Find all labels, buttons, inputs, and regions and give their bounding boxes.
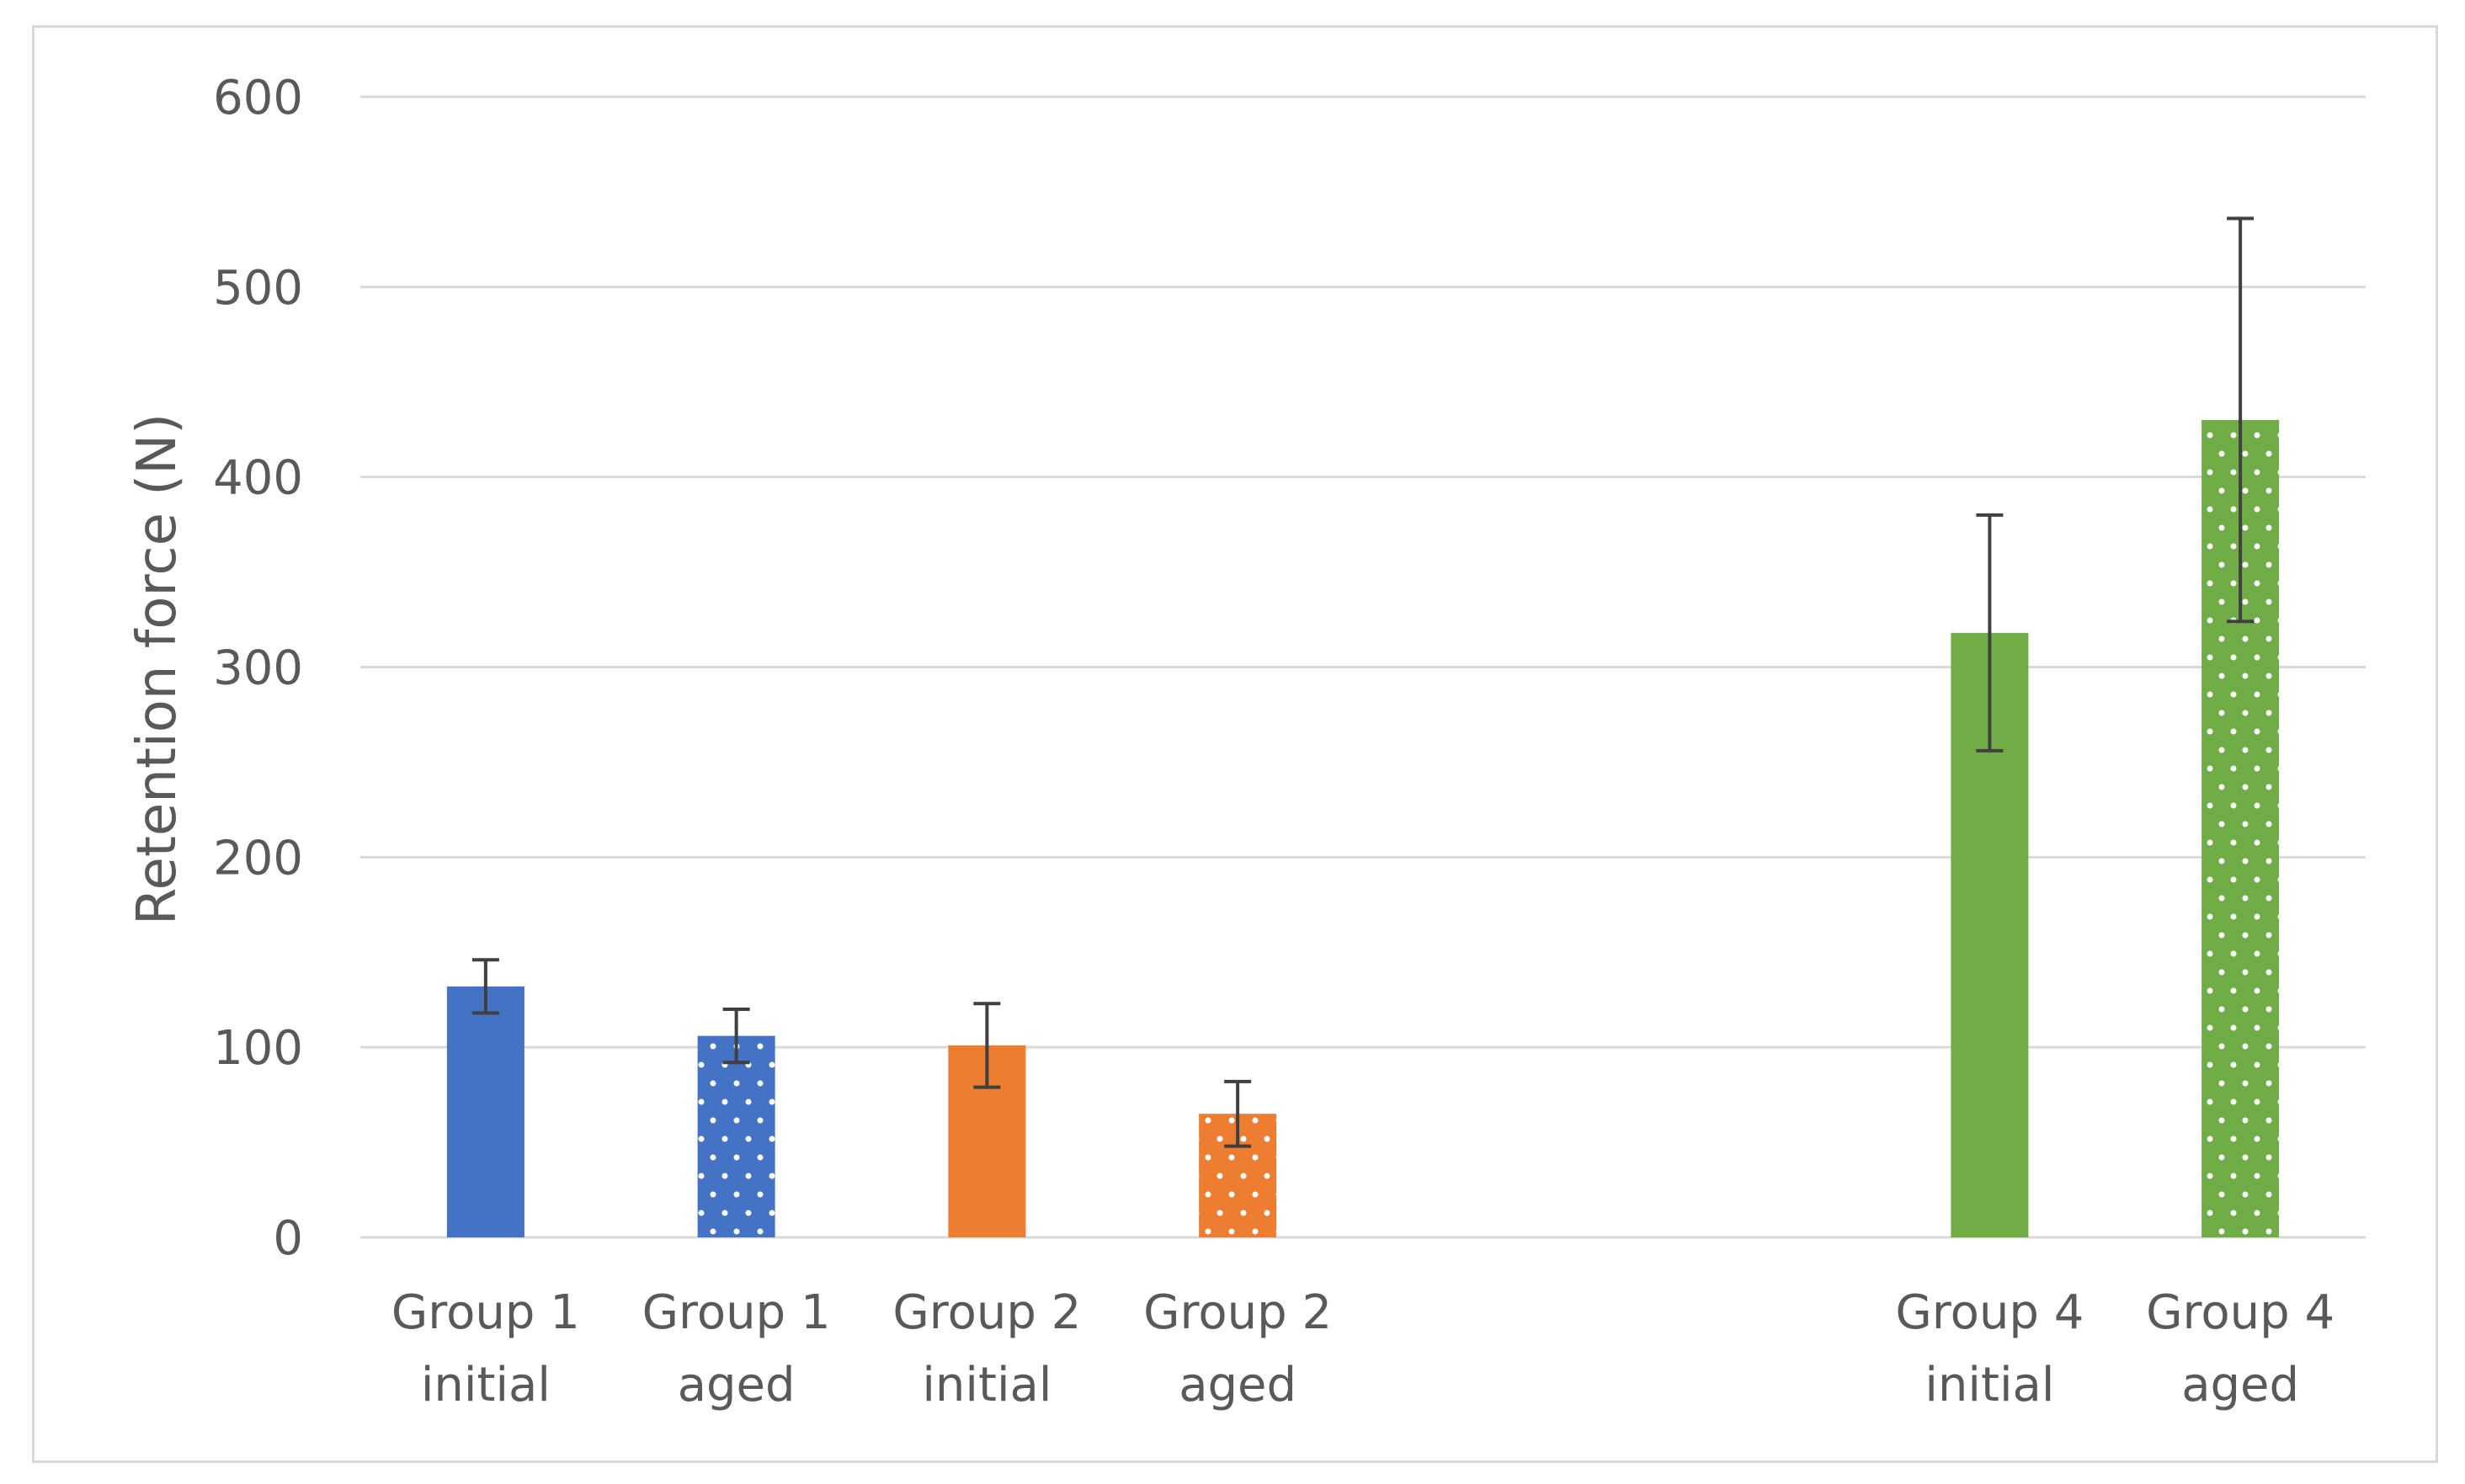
error-bar-2 bbox=[973, 1002, 1001, 1089]
x-label-line2-3: aged bbox=[1179, 1358, 1296, 1412]
y-tick-label-0: 0 bbox=[273, 1211, 303, 1266]
y-tick-label-300: 300 bbox=[213, 641, 303, 696]
x-label-line1-0: Group 1 bbox=[391, 1285, 580, 1340]
y-tick-label-600: 600 bbox=[213, 71, 303, 125]
error-bar-5 bbox=[2227, 216, 2255, 624]
x-label-line1-5: Group 4 bbox=[2146, 1285, 2335, 1340]
error-bar-0 bbox=[471, 958, 499, 1015]
error-bar-1 bbox=[722, 1008, 750, 1065]
x-label-line2-0: initial bbox=[421, 1358, 551, 1412]
x-axis-labels: Group 1 initial Group 1 aged Group 2 initial G… bbox=[391, 1285, 2335, 1412]
error-bars bbox=[471, 216, 2255, 1148]
y-tick-label-200: 200 bbox=[213, 831, 303, 886]
gridlines bbox=[360, 95, 2366, 1239]
error-bar-3 bbox=[1224, 1079, 1252, 1148]
y-tick-label-100: 100 bbox=[213, 1021, 303, 1076]
bars bbox=[446, 419, 2280, 1238]
x-label-line2-4: initial bbox=[1925, 1358, 2054, 1412]
y-tick-label-500: 500 bbox=[213, 261, 303, 316]
x-label-line1-4: Group 4 bbox=[1895, 1285, 2084, 1340]
y-axis-ticks: 0 100 200 300 400 500 600 bbox=[213, 71, 303, 1266]
y-axis-title: Retention force (N) bbox=[126, 413, 189, 925]
x-label-line2-1: aged bbox=[678, 1358, 796, 1412]
y-tick-label-400: 400 bbox=[213, 451, 303, 506]
x-label-line1-3: Group 2 bbox=[1143, 1285, 1332, 1340]
bar-1 bbox=[697, 1035, 775, 1237]
x-label-line2-2: initial bbox=[922, 1358, 1051, 1412]
x-label-line1-2: Group 2 bbox=[892, 1285, 1081, 1340]
x-label-line1-1: Group 1 bbox=[642, 1285, 831, 1340]
error-bar-4 bbox=[1976, 513, 2004, 753]
x-label-line2-5: aged bbox=[2181, 1358, 2299, 1412]
bar-0 bbox=[446, 986, 524, 1237]
